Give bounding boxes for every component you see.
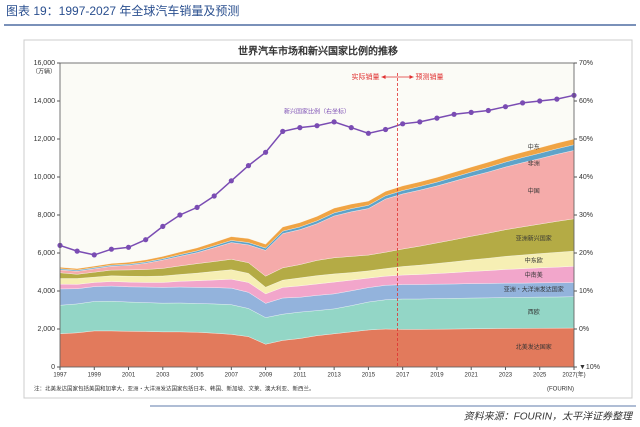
y-tick-label: 6,000 (37, 250, 55, 257)
x-tick-label: 1997 (53, 373, 67, 379)
header-title: 图表 19：1997-2027 年全球汽车销量及预测 (6, 3, 239, 18)
y-tick-label: 14,000 (34, 98, 56, 105)
series-label: 亚洲新兴国家 (516, 234, 552, 242)
x-tick-label: 2017 (396, 373, 410, 379)
y-tick-label: 16,000 (34, 60, 56, 67)
chart-title: 世界汽车市场和新兴国家比例的推移 (238, 45, 398, 58)
line-point (297, 125, 303, 131)
y2-tick-label: ▼10% (579, 364, 600, 371)
line-point (194, 204, 200, 210)
y2-tick-label: 30% (579, 212, 593, 219)
y2-tick-label: 40% (579, 174, 593, 181)
line-point (468, 109, 474, 115)
line-point (348, 125, 354, 131)
series-label: 中东欧 (525, 256, 543, 264)
series-label: 西欧 (528, 308, 540, 316)
line-point (400, 121, 406, 127)
line-point (434, 115, 440, 121)
x-tick-label: 2009 (259, 373, 273, 379)
y2-tick-label: 10% (579, 288, 593, 295)
line-point (245, 163, 252, 169)
line-point (314, 123, 320, 129)
series-label: 亚洲・大洋洲发达国家 (504, 286, 564, 294)
line-point (143, 237, 149, 243)
x-tick-label: 2025 (533, 373, 547, 379)
line-point (537, 98, 543, 104)
annotation: 实际销量 (352, 72, 380, 81)
y-tick-label: 4,000 (37, 288, 55, 295)
line-point (451, 111, 457, 117)
line-point (125, 244, 132, 250)
x-tick-label: 2001 (122, 373, 136, 379)
line-point (485, 107, 491, 114)
source: 资料来源：FOURIN，太平洋证券整理 (464, 411, 634, 423)
series-label: 中国 (528, 187, 540, 195)
annotation-arrowhead (381, 75, 386, 79)
line-point (108, 246, 114, 252)
y-axis-label: （万辆） (32, 68, 56, 76)
line-point (160, 223, 166, 229)
x-tick-label: 2007 (225, 373, 239, 379)
x-tick-label: 2011 (293, 373, 307, 379)
line-point (280, 128, 286, 134)
y2-tick-label: 0% (579, 326, 589, 333)
y-tick-label: 0 (51, 364, 55, 371)
y-tick-label: 12,000 (34, 136, 56, 143)
line-point (74, 248, 80, 254)
y-tick-label: 10,000 (34, 174, 56, 181)
series-label: 非洲 (528, 159, 540, 167)
y2-tick-label: 60% (579, 98, 593, 105)
x-tick-label: 2005 (190, 373, 204, 379)
chart-box (23, 39, 633, 399)
y2-tick-label: 20% (579, 250, 593, 257)
y-tick-label: 8,000 (37, 212, 55, 219)
y-tick-label: 2,000 (37, 326, 55, 333)
line-point (382, 126, 389, 133)
x-tick-label: 2003 (156, 373, 170, 379)
line-point (365, 130, 371, 136)
line-point (502, 104, 509, 110)
chart-note: 注：北美发达国家包括美国和加拿大，亚洲・大洋洲发达国家包括日本、韩国、新加坡、文… (34, 384, 315, 392)
x-tick-label: 2019 (430, 373, 444, 379)
x-tick-label: 1999 (88, 373, 102, 379)
line-label: 新兴国家比例（右坐标） (284, 107, 350, 115)
series-label: 中南美 (525, 271, 543, 279)
line-point (417, 119, 423, 125)
annotation: 预测销量 (416, 72, 444, 81)
x-tick-label: 2027(年) (562, 371, 585, 379)
x-tick-label: 2023 (499, 373, 513, 379)
line-point (177, 212, 183, 218)
x-tick-label: 2013 (327, 373, 341, 379)
y2-tick-label: 50% (579, 136, 593, 143)
x-tick-label: 2015 (362, 373, 376, 379)
line-point (331, 119, 337, 125)
line-point (263, 149, 269, 155)
x-tick-label: 2021 (465, 373, 479, 379)
series-label: 北美发达国家 (516, 343, 552, 351)
y2-tick-label: 70% (579, 60, 593, 67)
line-point (91, 252, 97, 258)
line-point (554, 96, 560, 102)
series-label: 中东 (528, 143, 540, 151)
line-point (228, 178, 234, 184)
annotation-arrowhead (409, 75, 414, 79)
line-point (211, 193, 217, 199)
credit: (FOURIN) (547, 387, 574, 393)
line-point (520, 100, 526, 106)
